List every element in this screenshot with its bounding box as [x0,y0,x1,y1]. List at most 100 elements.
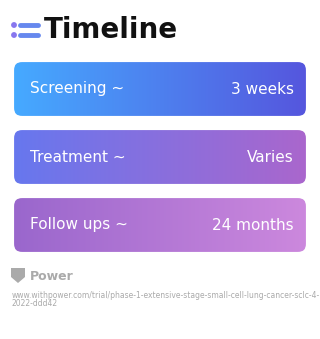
Bar [216,196,217,254]
Bar [246,128,247,186]
Bar [88,60,89,118]
Bar [239,60,240,118]
Bar [46,128,47,186]
Bar [196,128,197,186]
Bar [75,196,76,254]
Bar [223,196,224,254]
Bar [24,128,25,186]
Bar [262,60,263,118]
Bar [153,60,154,118]
Bar [64,196,65,254]
Bar [131,60,132,118]
Text: Treatment ~: Treatment ~ [30,149,126,164]
Bar [249,196,250,254]
Bar [167,60,168,118]
Bar [262,128,263,186]
Bar [124,196,125,254]
Bar [211,60,212,118]
Bar [103,196,104,254]
Bar [285,128,286,186]
Bar [46,60,47,118]
Bar [270,128,271,186]
Bar [275,60,276,118]
Bar [220,128,221,186]
Bar [134,128,135,186]
Bar [218,128,219,186]
Bar [39,196,40,254]
Bar [168,196,169,254]
Bar [104,196,105,254]
Bar [151,128,152,186]
Bar [232,196,233,254]
Bar [168,60,169,118]
Bar [121,60,122,118]
Bar [61,128,62,186]
Bar [76,60,77,118]
Bar [13,60,14,118]
Bar [258,60,259,118]
Bar [169,60,170,118]
Bar [62,196,63,254]
Bar [117,128,119,186]
Bar [224,60,225,118]
Bar [120,128,121,186]
Bar [267,196,268,254]
Bar [185,60,186,118]
Bar [162,128,163,186]
Bar [51,128,52,186]
Bar [71,128,72,186]
Bar [60,128,61,186]
Bar [77,128,78,186]
Bar [299,196,300,254]
Bar [246,196,247,254]
Bar [155,196,156,254]
Bar [71,60,72,118]
Bar [186,128,187,186]
Bar [153,196,154,254]
Bar [288,60,289,118]
Bar [105,60,106,118]
Bar [270,60,271,118]
Bar [305,196,306,254]
Bar [135,60,136,118]
Bar [290,196,291,254]
Bar [219,128,220,186]
Bar [225,196,226,254]
Bar [121,196,122,254]
Bar [189,196,191,254]
Bar [55,60,56,118]
Bar [157,128,158,186]
Bar [214,128,215,186]
Bar [86,128,87,186]
Bar [119,196,120,254]
Bar [40,60,41,118]
Bar [196,60,197,118]
Bar [280,196,281,254]
Bar [17,196,18,254]
Bar [98,196,99,254]
Bar [65,60,66,118]
Bar [226,128,227,186]
Bar [215,60,216,118]
Bar [247,60,248,118]
Bar [198,196,199,254]
Bar [129,196,131,254]
Bar [280,128,281,186]
Bar [13,128,14,186]
Bar [57,196,58,254]
Bar [191,60,192,118]
Bar [138,128,139,186]
Bar [166,60,167,118]
Bar [113,196,114,254]
Bar [123,128,124,186]
Bar [230,128,231,186]
Bar [182,128,183,186]
Bar [241,196,242,254]
Bar [293,196,294,254]
Bar [87,196,88,254]
Bar [185,196,186,254]
Bar [30,196,31,254]
Bar [182,60,183,118]
Bar [216,60,217,118]
Bar [206,196,207,254]
